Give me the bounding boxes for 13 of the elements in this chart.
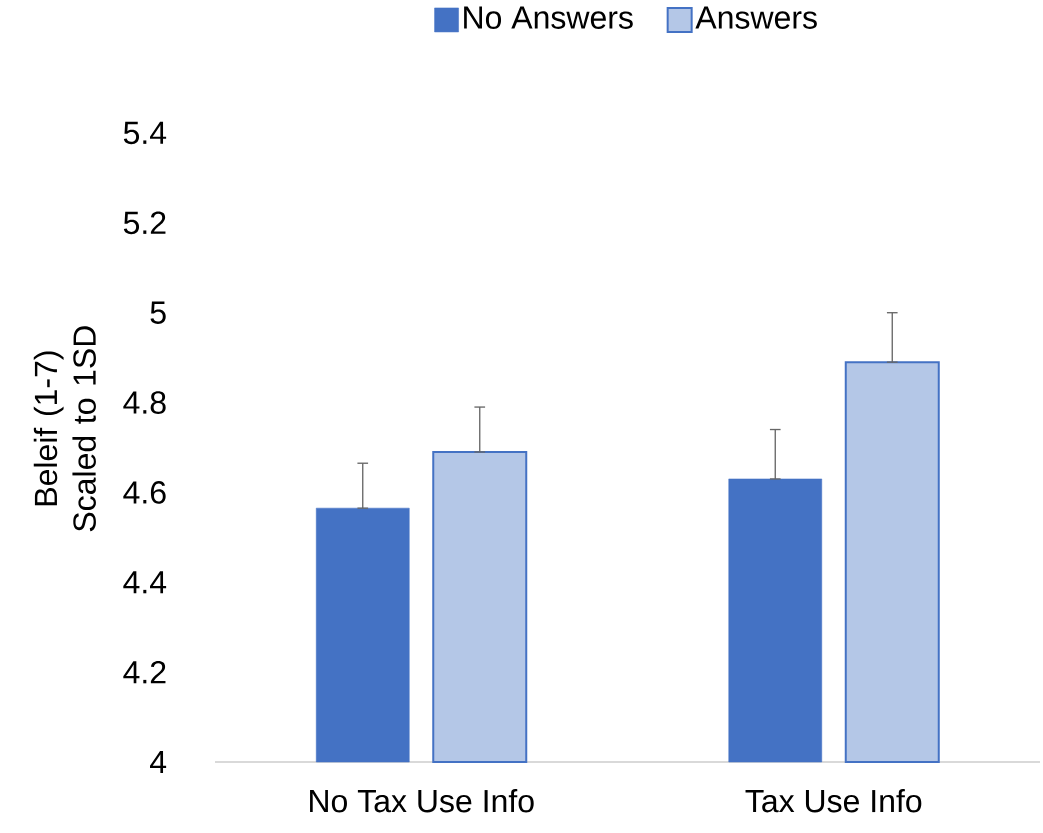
x-tick-label: No Tax Use Info xyxy=(310,788,534,813)
y-tick-label: 5.4 xyxy=(123,121,167,145)
legend-label: No Answers xyxy=(464,6,633,29)
legend-label: Answers xyxy=(695,6,817,29)
y-tick-label: 4.2 xyxy=(123,660,166,684)
y-axis-title: Beleif (1-7) Scaled to 1SD xyxy=(33,326,96,532)
y-tick-label: 4 xyxy=(150,750,167,774)
y-tick-label: 5 xyxy=(150,301,166,324)
y-tick-label: 4.6 xyxy=(123,481,166,504)
y-tick-label: 5.2 xyxy=(123,211,166,235)
x-tick-label: Tax Use Info xyxy=(745,788,922,813)
y-tick-label: 4.8 xyxy=(123,391,166,414)
y-tick-label: 4.4 xyxy=(123,571,167,594)
